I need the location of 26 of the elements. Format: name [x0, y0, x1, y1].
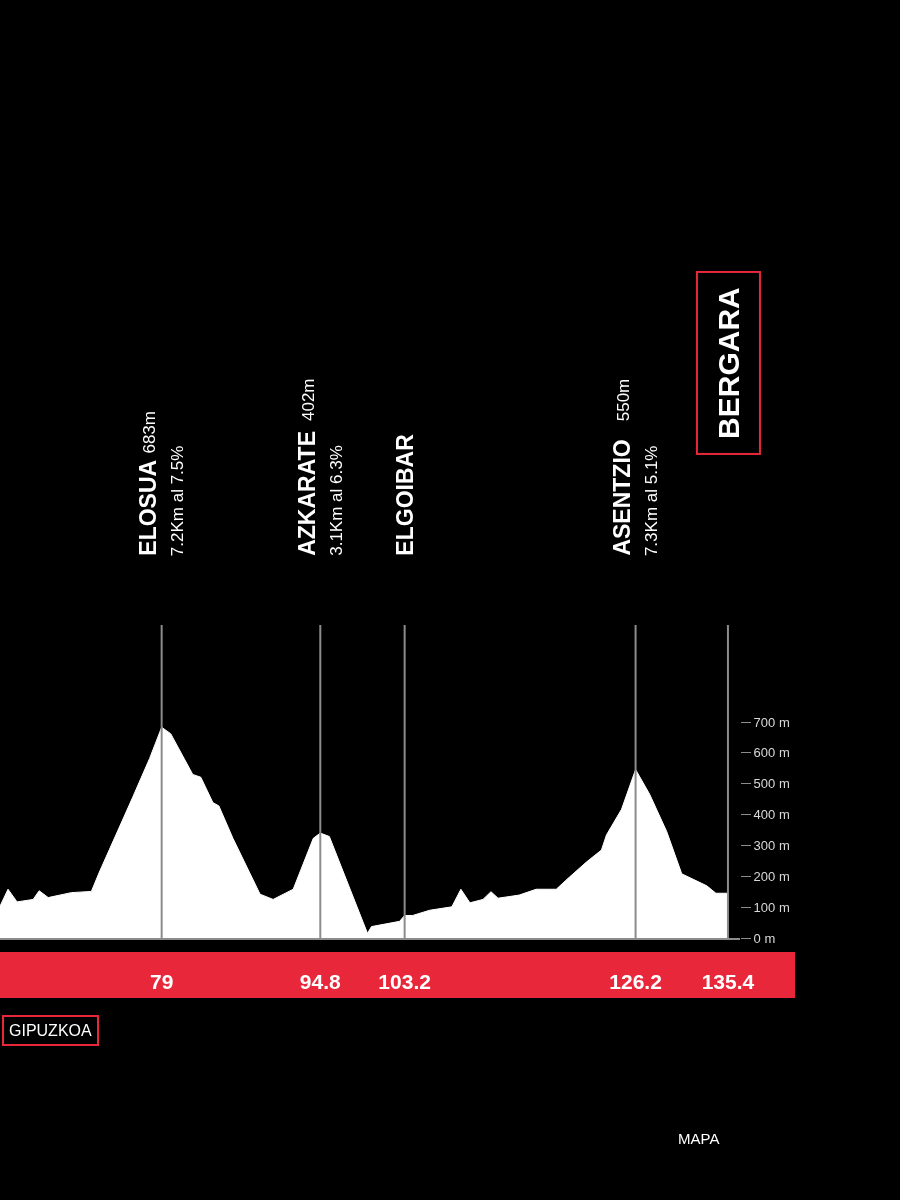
text: 402m — [298, 378, 318, 421]
text: ELGOIBAR — [391, 433, 418, 556]
text: 7.3Km al 5.1% — [642, 445, 662, 557]
x-tick-label: 103.2 — [378, 970, 431, 994]
text: 7.2Km al 7.5% — [168, 445, 188, 557]
text: 683m — [139, 411, 159, 454]
x-tick-label: 126.2 — [609, 970, 662, 994]
x-tick-label: 135.4 — [701, 970, 755, 994]
text: AZKARATE — [293, 431, 320, 556]
text: 550m — [613, 378, 633, 422]
text: BERGARA — [711, 287, 745, 439]
y-tick-label: 100 m — [753, 899, 790, 915]
text: 3.1Km al 6.3% — [326, 445, 346, 556]
y-tick-label: 0 m — [753, 930, 776, 946]
y-tick-label: 200 m — [753, 868, 790, 884]
x-tick-label: 79 — [149, 970, 174, 994]
text: ELOSUA — [134, 459, 161, 556]
text: GIPUZKOA — [9, 1022, 93, 1039]
y-tick-label: 400 m — [753, 807, 790, 823]
y-tick-label: 600 m — [753, 745, 790, 761]
y-tick-label: 300 m — [753, 837, 790, 853]
text: MAPA — [678, 1130, 720, 1147]
y-tick-label: 700 m — [753, 714, 790, 730]
text: ASENTZIO — [608, 439, 635, 556]
y-tick-label: 500 m — [753, 776, 790, 792]
x-tick-label: 94.8 — [299, 970, 342, 994]
